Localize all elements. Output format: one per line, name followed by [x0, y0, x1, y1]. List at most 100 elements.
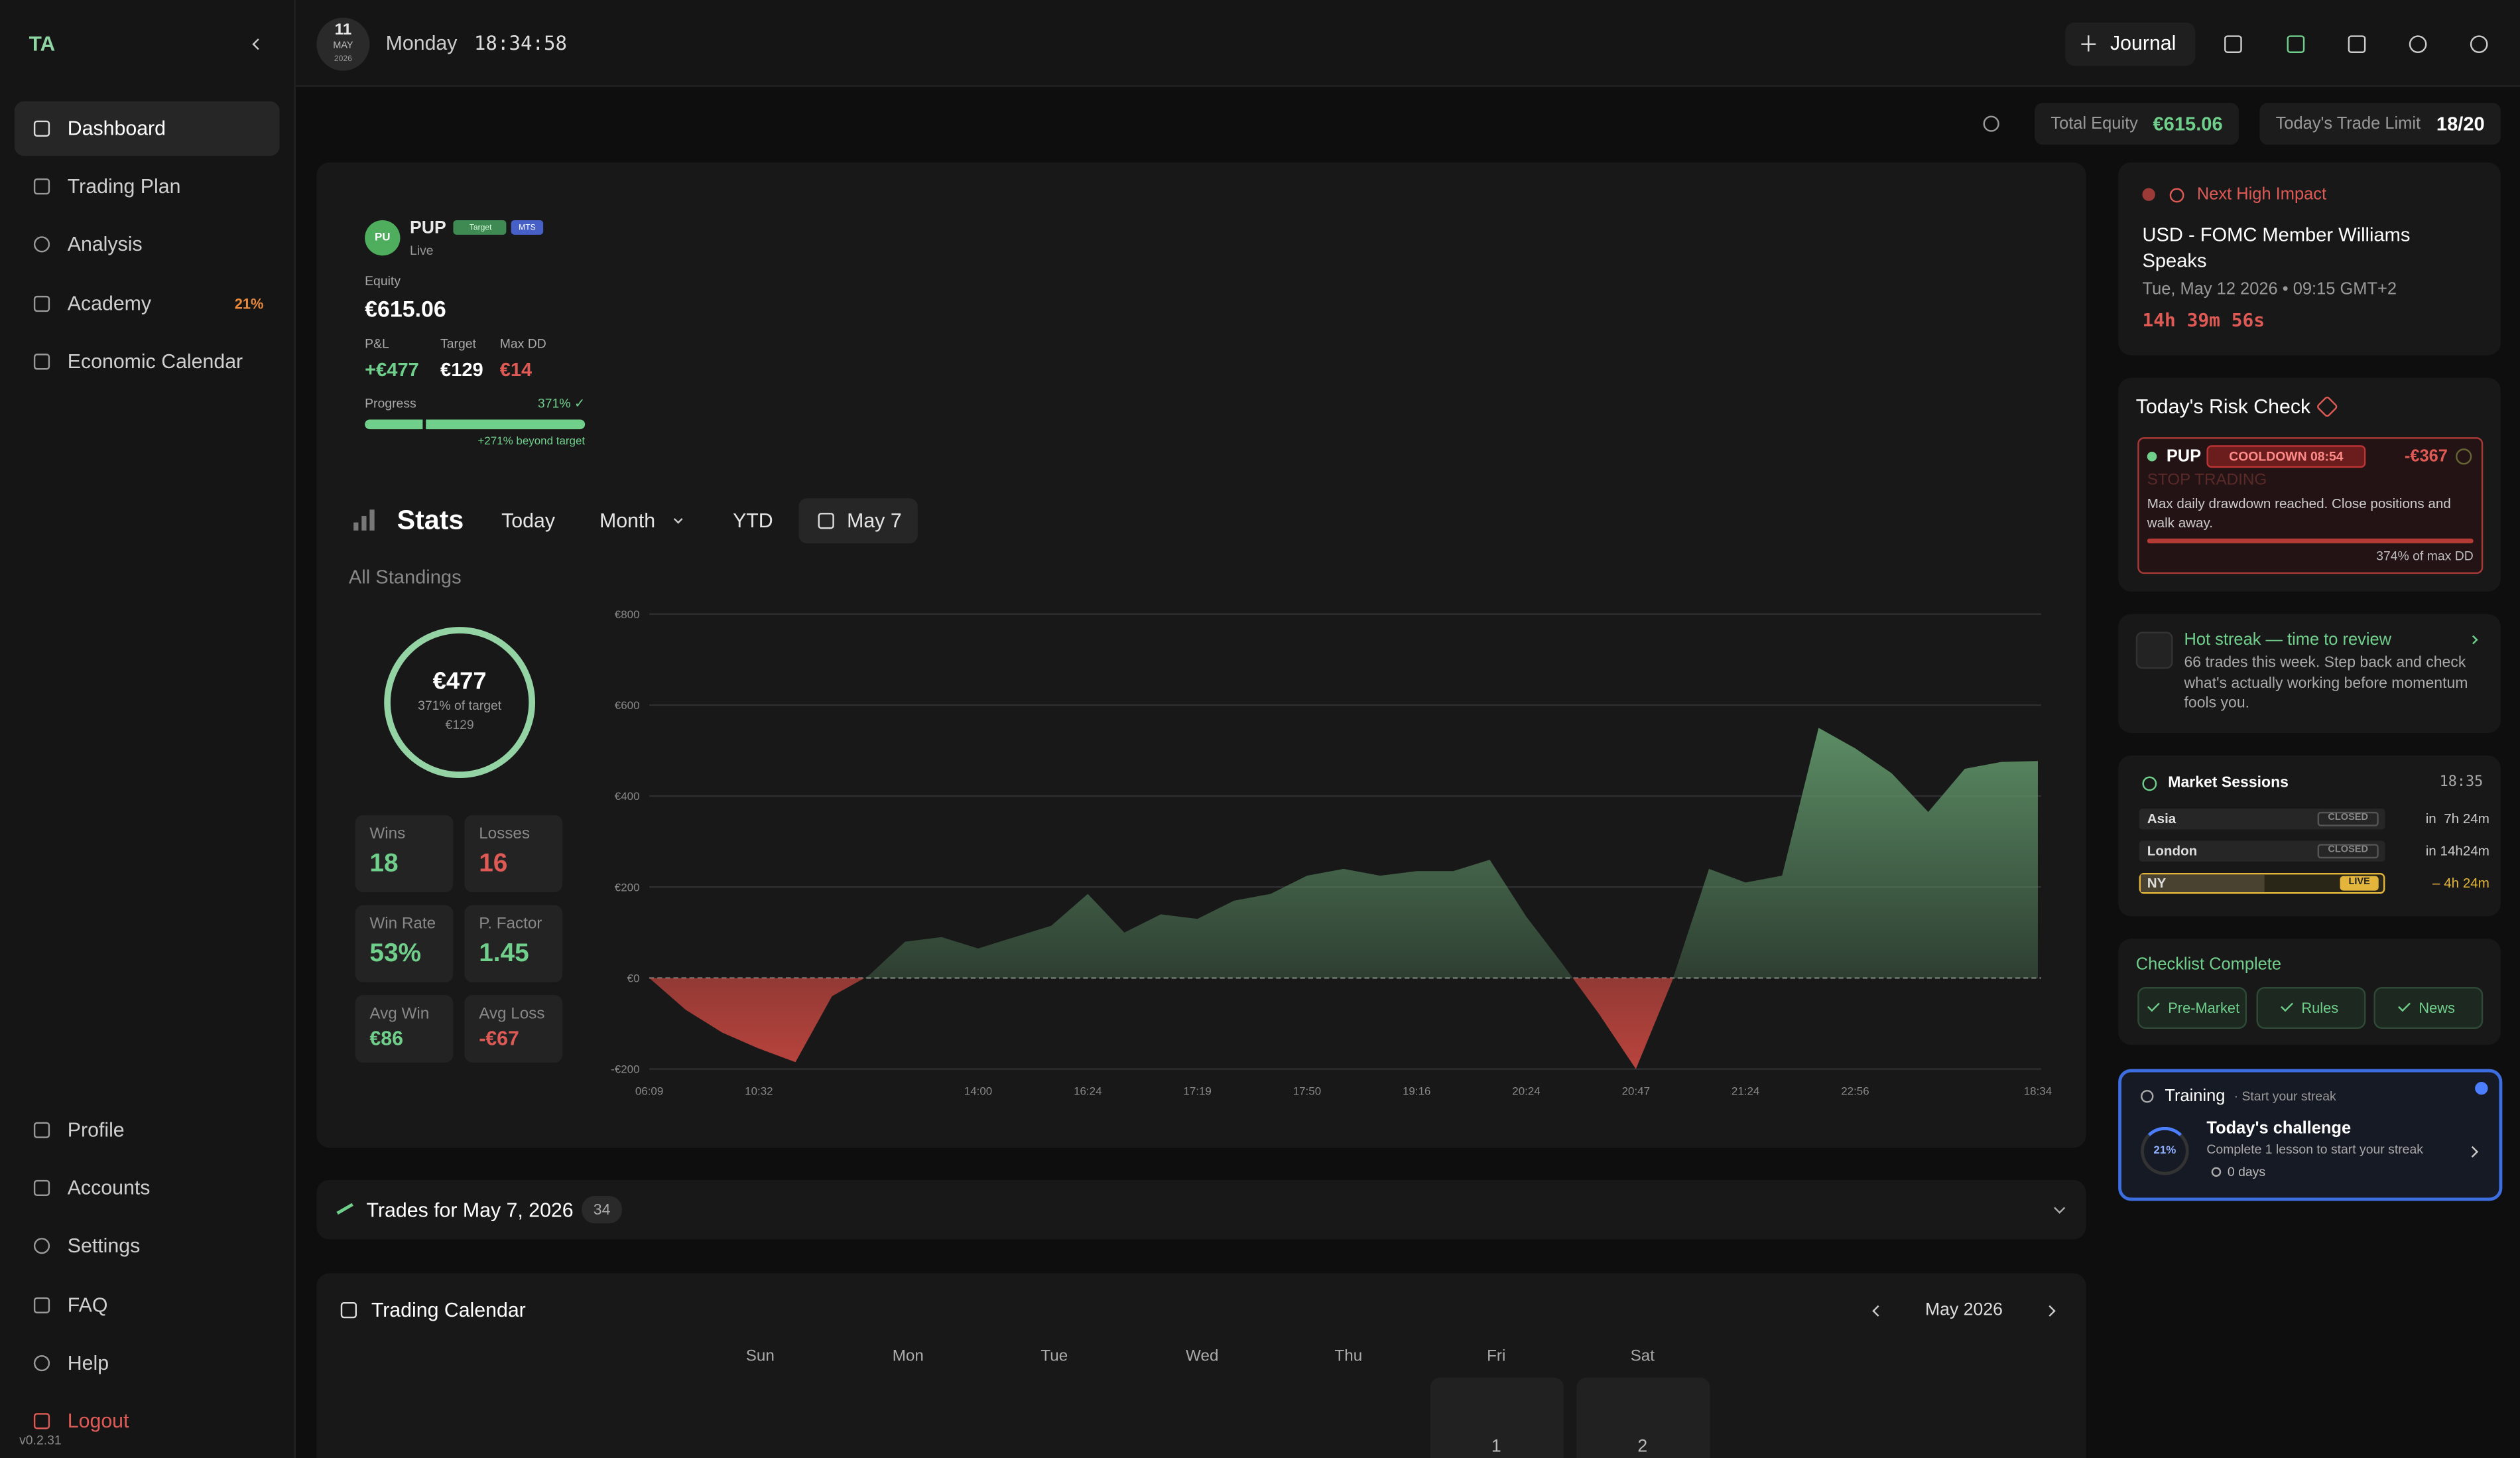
nav-item[interactable]: Accounts — [67, 1176, 151, 1199]
x-tick-label: 17:50 — [1293, 1085, 1321, 1097]
count-badge — [582, 1196, 622, 1224]
session-status: CLOSED — [2328, 813, 2369, 823]
icon — [33, 1297, 50, 1313]
tag: MTS — [519, 222, 536, 233]
version: v0.2.31 — [19, 1433, 62, 1448]
filter[interactable]: YTD — [733, 509, 773, 533]
day-cell[interactable] — [1429, 1377, 1563, 1458]
progress-note: +271% beyond target — [477, 436, 586, 448]
stat-value: 1.45 — [479, 940, 529, 968]
day-cell[interactable] — [1576, 1377, 1710, 1458]
nav-item[interactable]: Help — [67, 1352, 109, 1375]
stat-value: 53% — [369, 940, 422, 968]
metric-label: P&L — [365, 336, 389, 352]
risk-dd: 374% of max DD — [2376, 549, 2474, 564]
x-tick-label: 10:32 — [745, 1085, 773, 1097]
progress-label: Progress — [365, 396, 416, 411]
nav-item[interactable]: Dashboard — [67, 117, 166, 140]
training-dot — [2475, 1081, 2488, 1095]
date-day: 11 — [334, 21, 352, 40]
icon — [2141, 1090, 2154, 1103]
x-tick-label: 21:24 — [1732, 1085, 1759, 1097]
session-next: in 7h 24m — [2425, 810, 2489, 827]
filter[interactable]: Today — [501, 509, 555, 533]
session-name: Asia — [2147, 810, 2176, 827]
risk-title: Today's Risk Check — [2135, 395, 2311, 419]
stat-label: P. Factor — [479, 915, 542, 933]
session-next: in 14h24m — [2425, 842, 2489, 859]
icon — [33, 1355, 50, 1372]
checklist-label: News — [2419, 1000, 2455, 1016]
x-tick-label: 19:16 — [1403, 1085, 1430, 1097]
metric-value: €14 — [499, 358, 533, 381]
icon — [33, 1122, 50, 1138]
risk-amount: -€367 — [2404, 446, 2448, 466]
risk-badge-text: COOLDOWN 08:54 — [2229, 449, 2344, 464]
logout[interactable]: Logout — [67, 1410, 129, 1433]
checklist-item[interactable] — [2373, 987, 2484, 1029]
weekday: Sun — [745, 1348, 775, 1366]
icon — [33, 1179, 50, 1197]
limit-pill — [2259, 103, 2501, 145]
metric-value: +€477 — [365, 358, 419, 381]
icon — [2141, 775, 2157, 791]
stats-title: Stats — [397, 504, 464, 536]
icon — [2408, 34, 2426, 52]
nav-item[interactable]: FAQ — [67, 1293, 108, 1317]
nav-item[interactable]: Analysis — [67, 233, 143, 256]
session-badge — [2340, 875, 2379, 890]
area-negative — [649, 978, 2038, 1069]
avatar — [365, 220, 401, 256]
icon — [340, 1302, 357, 1319]
streak-card[interactable] — [2118, 614, 2501, 734]
area-positive — [864, 728, 2038, 978]
stat-tile — [355, 815, 454, 893]
nav-item[interactable]: Economic Calendar — [67, 350, 243, 373]
tag-target — [453, 220, 507, 235]
metric-label: Max DD — [499, 336, 546, 352]
date-badge — [316, 17, 370, 71]
pnl-chart: -€200 €0 €200 €400 €600 €800 06:09 10:32 14:00 16… — [611, 608, 2052, 1098]
day-number: 1 — [1491, 1437, 1501, 1457]
stat-value: 16 — [479, 850, 508, 878]
equity-pill — [2035, 103, 2239, 145]
stat-value: -€67 — [479, 1027, 519, 1050]
y-tick-label: €0 — [627, 972, 640, 984]
stats-icon-bar — [369, 509, 374, 531]
limit-value: 18/20 — [2436, 112, 2485, 135]
x-tick-label: 22:56 — [1841, 1085, 1869, 1097]
streak-title: Hot streak — time to review — [2184, 630, 2392, 650]
icon — [2211, 1167, 2222, 1177]
tag-mts — [511, 220, 544, 235]
training-challenge: Today's challenge — [2206, 1118, 2352, 1138]
calendar-card — [316, 1273, 2086, 1458]
streak-icon — [2135, 631, 2173, 669]
checklist-item[interactable] — [2256, 987, 2366, 1029]
session-progress — [2141, 874, 2265, 892]
checklist-item[interactable] — [2137, 987, 2247, 1029]
nav-item[interactable]: Trading Plan — [67, 175, 181, 198]
nav-item[interactable]: Academy — [67, 293, 152, 316]
sessions-title: Market Sessions — [2168, 773, 2289, 792]
stat-tile — [355, 905, 454, 982]
ring-value: €477 — [432, 667, 487, 696]
calendar-month: May 2026 — [1924, 1300, 2003, 1320]
metric-value: €129 — [440, 358, 483, 381]
risk-ring — [2456, 448, 2472, 465]
nav-item[interactable]: Profile — [67, 1118, 125, 1142]
sessions-time: 18:35 — [2439, 775, 2484, 791]
equity-value: €615.06 — [365, 295, 446, 322]
icon — [33, 236, 50, 253]
session-status: LIVE — [2348, 878, 2370, 888]
risk-dot — [2147, 451, 2157, 462]
checklist-label: Pre-Market — [2168, 1000, 2240, 1016]
nav-item[interactable]: Settings — [67, 1234, 141, 1258]
x-tick-label: 16:24 — [1074, 1085, 1102, 1097]
session-badge — [2317, 843, 2379, 858]
stat-label: Win Rate — [369, 915, 436, 933]
filter[interactable]: Month — [599, 509, 656, 533]
filter[interactable]: May 7 — [847, 509, 902, 533]
stat-label: Avg Win — [369, 1005, 430, 1024]
